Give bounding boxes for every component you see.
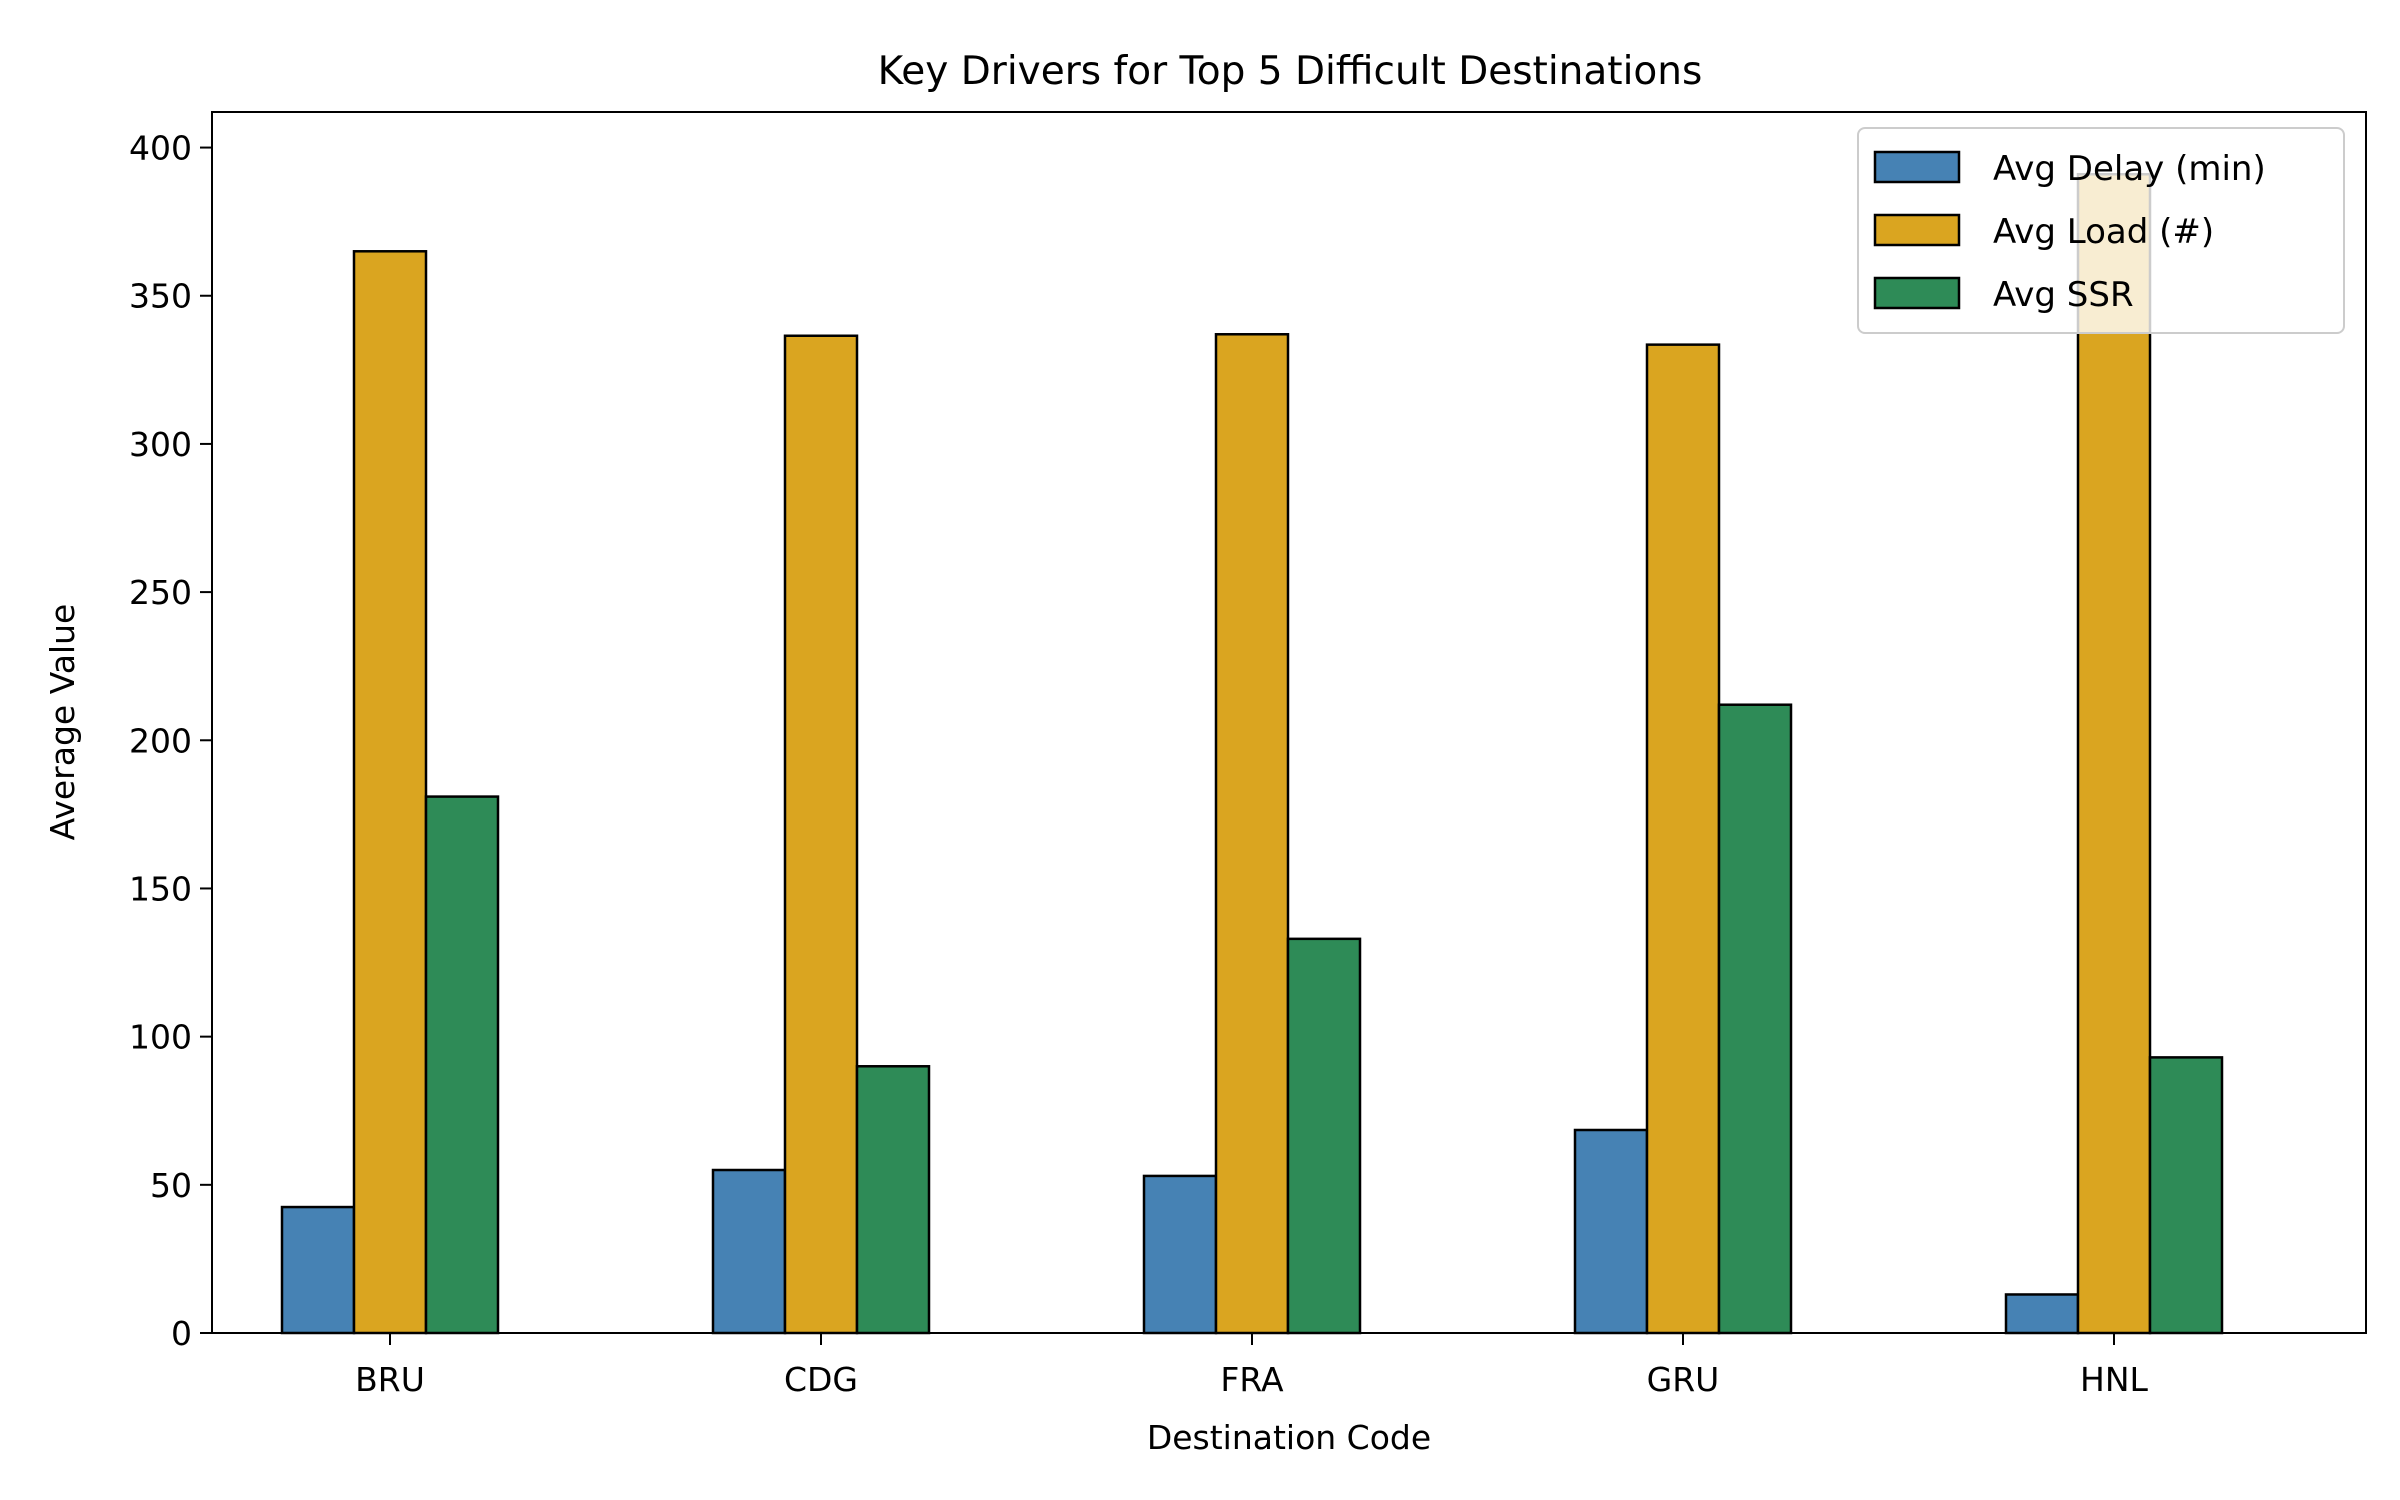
legend: Avg Delay (min) Avg Load (#) Avg SSR — [1857, 127, 2345, 334]
x-axis-label: Destination Code — [1147, 1418, 1431, 1457]
bar-gru-series-1 — [1573, 1128, 1649, 1335]
bar-gru-series-3 — [1717, 703, 1793, 1335]
bar-cdg-series-1 — [711, 1168, 787, 1335]
bar-bru-series-1 — [280, 1205, 356, 1335]
bar-bru-series-3 — [424, 795, 500, 1335]
y-tick-label: 50 — [150, 1166, 192, 1205]
bar-cdg-series-2 — [783, 334, 859, 1335]
x-tick-label-bru: BRU — [355, 1360, 425, 1399]
x-axis: BRU CDG FRA GRU HNL — [355, 1333, 2149, 1399]
bar-hnl-series-3 — [2148, 1056, 2224, 1335]
bar-fra-series-2 — [1214, 333, 1290, 1335]
bar-bru-series-2 — [352, 250, 428, 1335]
y-tick-label: 100 — [129, 1018, 192, 1057]
chart-title: Key Drivers for Top 5 Difficult Destinat… — [878, 49, 1703, 94]
y-tick-label: 250 — [129, 573, 192, 612]
y-tick-label: 200 — [129, 721, 192, 760]
bar-fra-series-3 — [1286, 937, 1362, 1335]
legend-swatch-3 — [1873, 276, 1961, 310]
y-axis: 0 50 100 150 200 250 300 350 400 — [129, 129, 212, 1353]
bar-cdg-series-3 — [855, 1065, 931, 1335]
y-tick-label: 350 — [129, 277, 192, 316]
legend-label-1: Avg Delay (min) — [1993, 149, 2266, 189]
legend-box — [1857, 127, 2345, 334]
bar-fra-series-1 — [1142, 1174, 1218, 1335]
x-tick-label-cdg: CDG — [784, 1360, 858, 1399]
x-tick-label-fra: FRA — [1220, 1360, 1284, 1399]
legend-swatch-1 — [1873, 150, 1961, 184]
legend-label-2: Avg Load (#) — [1993, 212, 2214, 252]
bars-layer — [280, 172, 2224, 1335]
y-tick-label: 300 — [129, 425, 192, 464]
plot-frame — [211, 111, 2367, 1334]
y-tick-label: 400 — [129, 129, 192, 168]
y-axis-label: Average Value — [43, 604, 82, 841]
legend-label-3: Avg SSR — [1993, 275, 2134, 315]
bar-hnl-series-2 — [2076, 172, 2152, 1335]
bar-hnl-series-1 — [2004, 1293, 2080, 1335]
bar-gru-series-2 — [1645, 343, 1721, 1335]
y-tick-label: 150 — [129, 869, 192, 908]
y-tick-label: 0 — [171, 1314, 192, 1353]
x-tick-label-hnl: HNL — [2080, 1360, 2149, 1399]
legend-swatch-2 — [1873, 213, 1961, 247]
x-tick-label-gru: GRU — [1647, 1360, 1720, 1399]
